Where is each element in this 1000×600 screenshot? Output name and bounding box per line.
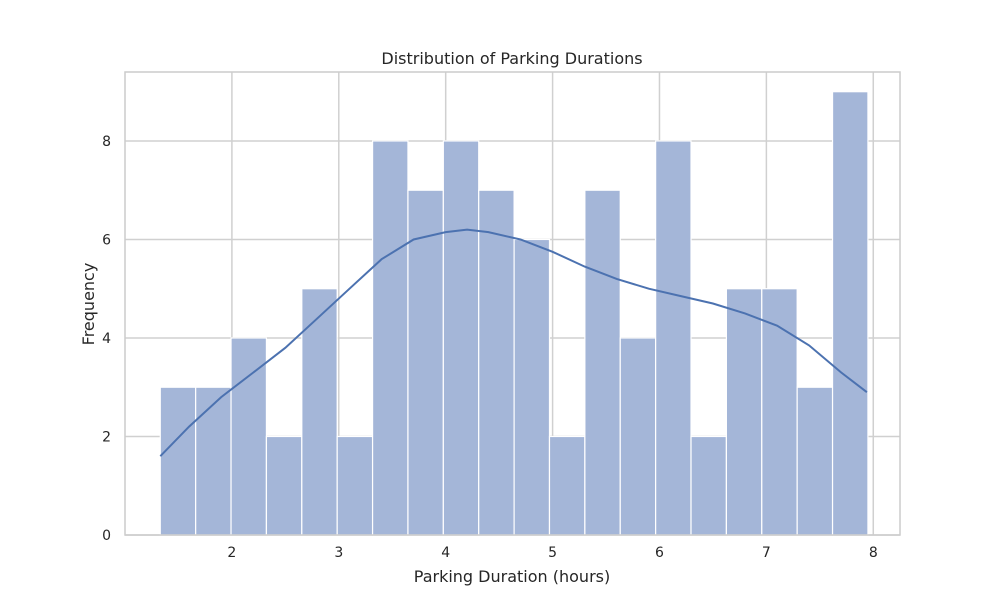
histogram-bar [230,337,268,536]
x-axis-label: Parking Duration (hours) [414,567,610,586]
histogram-bar [442,140,480,536]
histogram-bars [159,91,869,536]
histogram-bar [478,189,515,536]
x-tick-label: 2 [227,545,236,561]
histogram-bar [796,386,834,536]
y-tick-label: 2 [102,429,111,445]
y-tick-label: 6 [102,232,111,248]
y-tick-label: 8 [102,134,111,150]
x-tick-label: 7 [762,545,771,561]
kde-curve [159,228,868,457]
histogram-bar [371,140,409,536]
y-axis-label: Frequency [79,263,98,346]
histogram-bar [513,238,551,536]
x-tick-label: 5 [548,545,557,561]
y-tick-label: 4 [102,331,111,347]
x-tick-label: 3 [334,545,343,561]
histogram-bar [407,189,444,536]
plot-frame [124,71,901,536]
y-tick-label: 0 [102,528,111,544]
histogram-bar [584,189,621,536]
histogram-bar [690,435,727,536]
histogram-bar [761,288,798,536]
histogram-bar [619,337,657,536]
chart-title: Distribution of Parking Durations [381,49,642,68]
histogram-bar [655,140,692,536]
histogram-bar [195,386,232,536]
histogram-bar [336,435,374,536]
histogram-bar [265,435,303,536]
x-tick-label: 8 [869,545,878,561]
histogram-bar [301,288,338,536]
histogram-bar [725,288,763,536]
histogram-bar [548,435,586,536]
y-axis-ticks: 0 2 4 6 8 [102,134,111,544]
histogram-bar [831,91,869,536]
histogram-bar [159,386,197,536]
x-axis-ticks: 2 3 4 5 6 7 8 [227,545,877,561]
x-tick-label: 6 [655,545,664,561]
x-tick-label: 4 [441,545,450,561]
